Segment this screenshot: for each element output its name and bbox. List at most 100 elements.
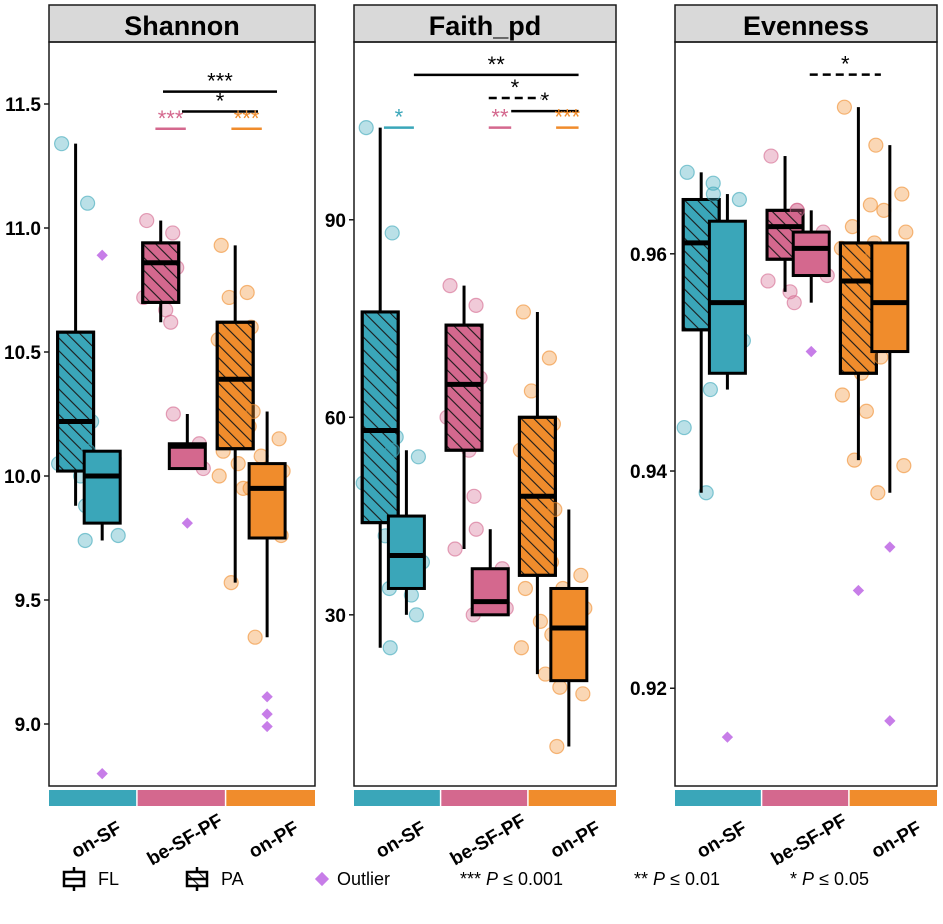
significance-bar: * [488,75,542,100]
significance-bar: * [182,88,258,113]
data-point [552,679,568,695]
y-tick-label: 90 [325,211,346,232]
box-on-SF-FL [77,249,126,780]
box-body [82,449,122,525]
panel-frame [48,41,316,787]
significance-bar: * [511,88,579,113]
significance-label: ** [488,52,506,77]
data-point [408,607,424,623]
box-be-SF-PF-PA [439,278,488,557]
data-point [862,197,879,213]
box-body [707,219,747,375]
significance-label: ** [491,105,509,130]
box-be-SF-PF-FL [465,521,514,623]
category-bar-on-SF [675,790,761,806]
y-tick-label: 0.92 [630,679,667,700]
data-point [139,212,155,229]
box-body [549,586,589,683]
data-point [836,99,853,115]
data-point [468,297,484,313]
data-point [230,456,246,472]
x-tick-label: on-SF [693,818,750,863]
data-point [705,186,722,202]
legend-fl-key [62,867,86,891]
x-tick-label: on-PF [547,818,604,863]
legend-pa-key [185,867,209,891]
x-tick-label: be-SF-PF [447,810,530,870]
box-on-PF-FL [865,137,914,727]
y-tick-label: 30 [325,606,346,627]
data-point [110,527,126,544]
data-point [245,403,261,420]
panel-title: Shannon [124,11,240,41]
legend-pa-label: PA [221,869,244,889]
data-point [786,295,802,311]
data-point [702,381,719,398]
panel-title: Faith_pd [429,11,542,41]
significance-bar: *** [163,69,277,94]
significance-bar: * [383,105,414,130]
data-point [541,350,558,366]
box-on-SF-FL [381,442,430,623]
panel-strip [353,4,617,43]
data-point [384,442,400,458]
data-point [517,580,534,597]
outlier-point [261,720,273,733]
data-point [442,278,458,294]
data-point [870,485,886,501]
box-body [791,230,831,278]
legend-outlier-marker [314,871,330,887]
box-be-SF-PF-FL [786,202,835,358]
box-hatch [215,320,255,451]
panel-strip [48,4,316,43]
data-point [213,237,229,253]
box-hatch [56,330,96,473]
panel-frame [353,41,617,787]
category-bar-be-SF-PF [137,790,225,806]
data-point [384,225,400,241]
significance-bar: ** [488,105,512,130]
legend-fl-label: FL [98,869,119,889]
data-point [575,686,591,702]
panel-frame [674,41,938,787]
significance-label: * [511,75,520,100]
x-tick-label: be-SF-PF [144,810,227,870]
data-point [547,501,563,518]
category-bar-be-SF-PF [762,790,849,806]
outlier-point [721,731,734,743]
data-point [834,387,851,403]
data-point [549,738,565,755]
outlier-point [181,517,193,529]
legend: FL PA Outlier *** P ≤ 0.001 ** P ≤ 0.01 … [62,867,869,891]
box-body [470,567,510,617]
data-point [447,541,463,557]
outlier-point [261,691,273,703]
data-point [53,136,70,152]
significance-bar: *** [155,106,186,131]
significance-label: * [395,105,404,130]
legend-sig-05: * P ≤ 0.05 [790,869,869,889]
data-point [515,304,532,320]
data-point [163,314,179,330]
x-tick-label: on-PF [245,818,302,863]
data-point [858,403,875,419]
box-be-SF-PF-FL [165,406,211,529]
data-point [513,640,530,656]
box-body [386,514,426,590]
box-on-PF-PA [512,304,562,682]
box-on-PF-FL [242,403,291,733]
box-hatch [444,323,484,452]
box-body [247,462,287,540]
significance-label: * [841,52,850,77]
data-point [79,195,96,211]
data-point [77,532,93,549]
outlier-point [884,715,896,727]
legend-sig-001: *** P ≤ 0.001 [460,869,563,889]
outlier-point [261,708,273,720]
data-point [763,148,779,164]
significance-label: *** [554,105,580,130]
y-tick-label: 0.94 [630,462,667,483]
outlier-point [96,767,108,780]
data-point [896,457,912,474]
